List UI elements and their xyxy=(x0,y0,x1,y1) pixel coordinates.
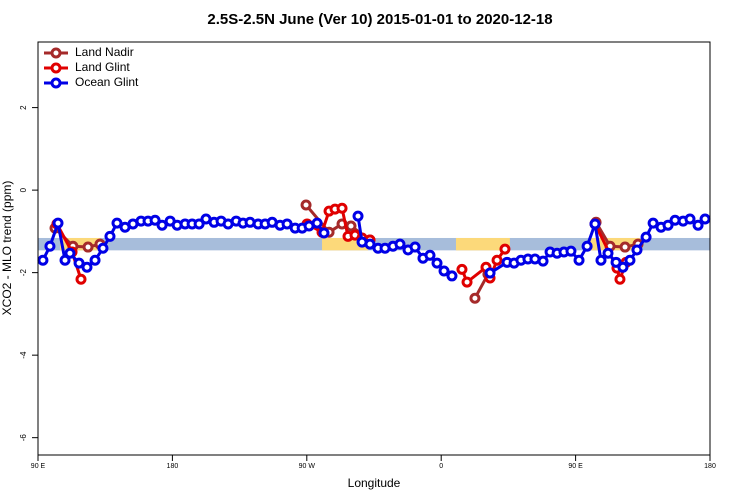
x-axis-label: Longitude xyxy=(348,476,401,490)
series-point xyxy=(300,199,312,211)
chart-title: 2.5S-2.5N June (Ver 10) 2015-01-01 to 20… xyxy=(207,11,552,28)
series-point xyxy=(565,245,577,257)
series-point xyxy=(73,257,85,269)
series-point xyxy=(484,267,496,279)
series-point xyxy=(424,249,436,261)
x-tick-label: 0 xyxy=(439,463,443,470)
series-point xyxy=(75,273,87,285)
y-axis-label: XCO2 - MLO trend (ppm) xyxy=(0,181,14,316)
series-point xyxy=(461,276,473,288)
series-point xyxy=(149,214,161,226)
series-point xyxy=(156,219,168,231)
y-tick-label: 2 xyxy=(19,105,28,110)
series-point xyxy=(52,217,64,229)
series-point xyxy=(345,220,357,232)
series-point xyxy=(624,254,636,266)
series-point xyxy=(456,263,468,275)
series-point xyxy=(82,241,94,253)
series-point xyxy=(97,242,109,254)
series-point xyxy=(595,254,607,266)
series-point xyxy=(640,231,652,243)
series-point xyxy=(364,238,376,250)
series-point xyxy=(491,254,503,266)
series-point xyxy=(281,218,293,230)
series-point xyxy=(617,261,629,273)
series-point xyxy=(692,219,704,231)
legend-label: Land Glint xyxy=(75,60,130,74)
series-point xyxy=(699,213,711,225)
series-point xyxy=(431,257,443,269)
series-point xyxy=(44,240,56,252)
series-point xyxy=(614,273,626,285)
series-point xyxy=(438,265,450,277)
series-point xyxy=(602,247,614,259)
series-point xyxy=(573,254,585,266)
y-tick-label: -2 xyxy=(19,269,28,277)
series-point xyxy=(499,243,511,255)
plot-frame xyxy=(37,41,711,456)
series-point xyxy=(446,270,458,282)
series-point xyxy=(684,213,696,225)
series-point xyxy=(59,254,71,266)
series-point xyxy=(37,254,49,266)
series-point xyxy=(581,240,593,252)
y-tick-label: 0 xyxy=(19,187,28,192)
series-point xyxy=(589,218,601,230)
series-point xyxy=(409,241,421,253)
land-span xyxy=(455,237,510,251)
series-point xyxy=(193,218,205,230)
land-span xyxy=(322,237,369,251)
series-point xyxy=(64,247,76,259)
legend-marker xyxy=(50,62,62,74)
series-point xyxy=(311,217,323,229)
series-point xyxy=(631,244,643,256)
x-tick-label: 180 xyxy=(704,463,716,470)
series-point xyxy=(647,217,659,229)
x-tick-label: 90 W xyxy=(299,463,316,470)
series-point xyxy=(537,255,549,267)
series-point xyxy=(469,292,481,304)
series-point xyxy=(394,238,406,250)
series-point xyxy=(619,241,631,253)
legend-label: Ocean Glint xyxy=(75,75,139,89)
x-tick-label: 180 xyxy=(167,463,179,470)
series-point xyxy=(111,217,123,229)
x-tick-label: 90 E xyxy=(31,463,46,470)
series-point xyxy=(336,202,348,214)
series-point xyxy=(662,219,674,231)
series-point xyxy=(610,256,622,268)
y-tick-label: -4 xyxy=(19,351,28,359)
legend-label: Land Nadir xyxy=(75,45,134,59)
series-point xyxy=(104,230,116,242)
series-point xyxy=(318,227,330,239)
legend-marker xyxy=(50,47,62,59)
series-point xyxy=(89,254,101,266)
x-tick-label: 90 E xyxy=(568,463,583,470)
legend-marker xyxy=(50,77,62,89)
series-point xyxy=(352,210,364,222)
y-tick-label: -6 xyxy=(19,434,28,442)
series-point xyxy=(81,261,93,273)
